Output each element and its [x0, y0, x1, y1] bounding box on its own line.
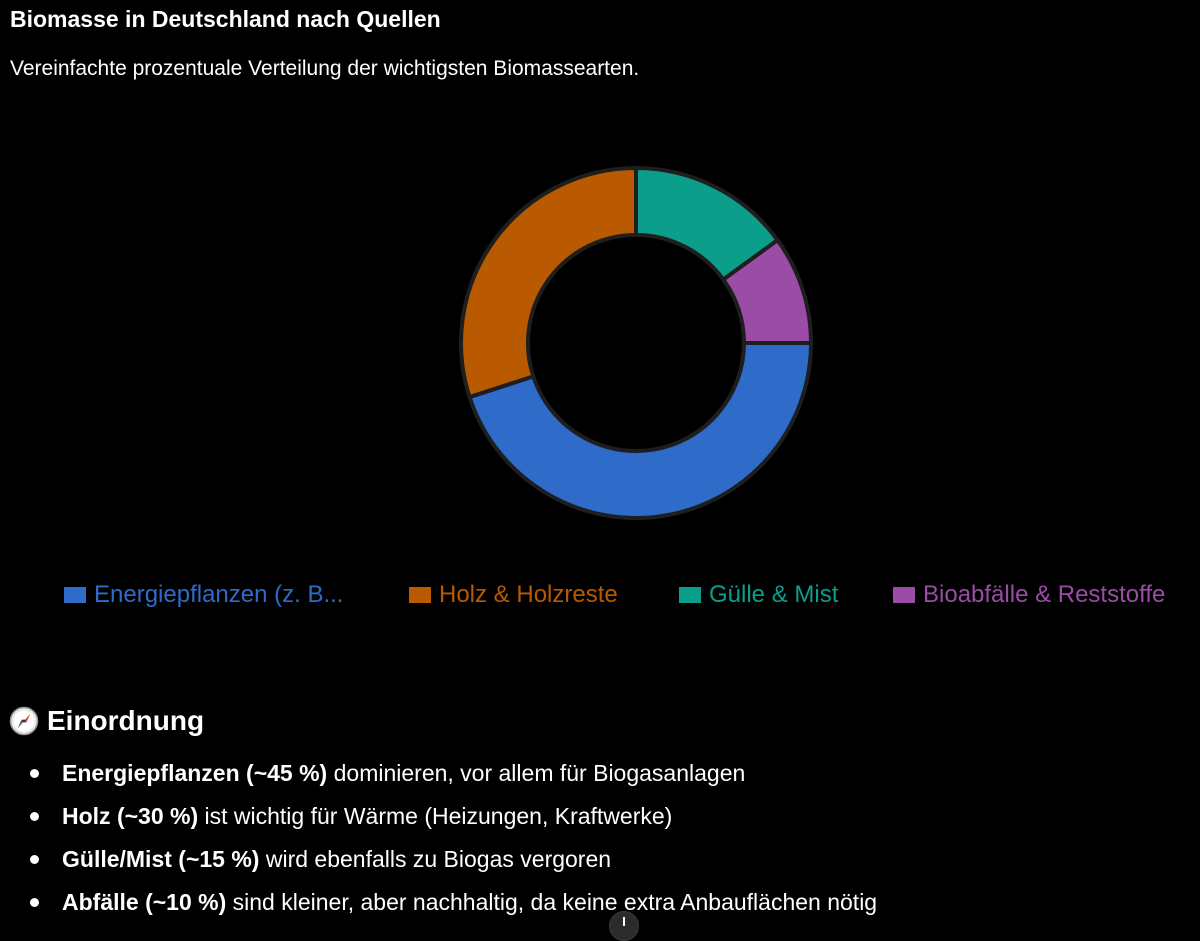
bullet-bold-text: Abfälle (~10 %)	[62, 889, 227, 915]
list-item: Gülle/Mist (~15 %) wird ebenfalls zu Bio…	[0, 839, 1200, 882]
bullet-bold-text: Gülle/Mist (~15 %)	[62, 846, 260, 872]
legend-label: Holz & Holzreste	[439, 581, 618, 608]
chart-title: Biomasse in Deutschland nach Quellen	[10, 6, 441, 32]
bullet-text: sind kleiner, aber nachhaltig, da keine …	[226, 889, 878, 915]
bullet-bold-text: Holz (~30 %)	[62, 803, 199, 829]
legend-swatch	[409, 587, 431, 603]
list-item: Holz (~30 %) ist wichtig für Wärme (Heiz…	[0, 796, 1200, 839]
bullet-text: wird ebenfalls zu Biogas vergoren	[259, 846, 612, 872]
donut-slice-holz[interactable]	[459, 166, 638, 400]
chart-legend: Energiepflanzen (z. B... Holz & Holzrest…	[0, 578, 1200, 612]
legend-item-holz[interactable]: Holz & Holzreste	[409, 578, 618, 612]
legend-label: Gülle & Mist	[709, 581, 839, 608]
bullet-list: Energiepflanzen (~45 %) dominieren, vor …	[0, 753, 1200, 925]
donut-slice-bioabfaelle[interactable]	[721, 238, 813, 345]
legend-item-bioabfaelle[interactable]: Bioabfälle & Reststoffe	[893, 578, 1165, 612]
legend-swatch	[893, 587, 915, 603]
scroll-down-button[interactable]	[609, 911, 639, 941]
legend-item-guelle[interactable]: Gülle & Mist	[679, 578, 838, 612]
compass-icon	[9, 706, 39, 736]
donut-slice-energiepflanzen[interactable]	[467, 341, 813, 520]
bullet-dot	[30, 812, 39, 821]
legend-swatch	[679, 587, 701, 603]
legend-swatch	[64, 587, 86, 603]
list-item: Abfälle (~10 %) sind kleiner, aber nachh…	[0, 882, 1200, 925]
legend-label: Bioabfälle & Reststoffe	[923, 581, 1166, 608]
arrow-down-icon	[623, 917, 625, 926]
section-heading-text: Einordnung	[47, 705, 205, 736]
legend-label: Energiepflanzen (z. B...	[94, 581, 344, 608]
bullet-dot	[30, 769, 39, 778]
bullet-text: dominieren, vor allem für Biogasanlagen	[327, 760, 746, 786]
legend-item-energiepflanzen[interactable]: Energiepflanzen (z. B...	[64, 578, 343, 612]
chart-subtitle: Vereinfachte prozentuale Verteilung der …	[10, 57, 640, 80]
bullet-bold-text: Energiepflanzen (~45 %)	[62, 760, 328, 786]
bullet-dot	[30, 855, 39, 864]
bullet-dot	[30, 898, 39, 907]
donut-chart	[459, 166, 813, 520]
bullet-text: ist wichtig für Wärme (Heizungen, Kraftw…	[198, 803, 673, 829]
section-heading: Einordnung	[9, 703, 204, 739]
list-item: Energiepflanzen (~45 %) dominieren, vor …	[0, 753, 1200, 796]
